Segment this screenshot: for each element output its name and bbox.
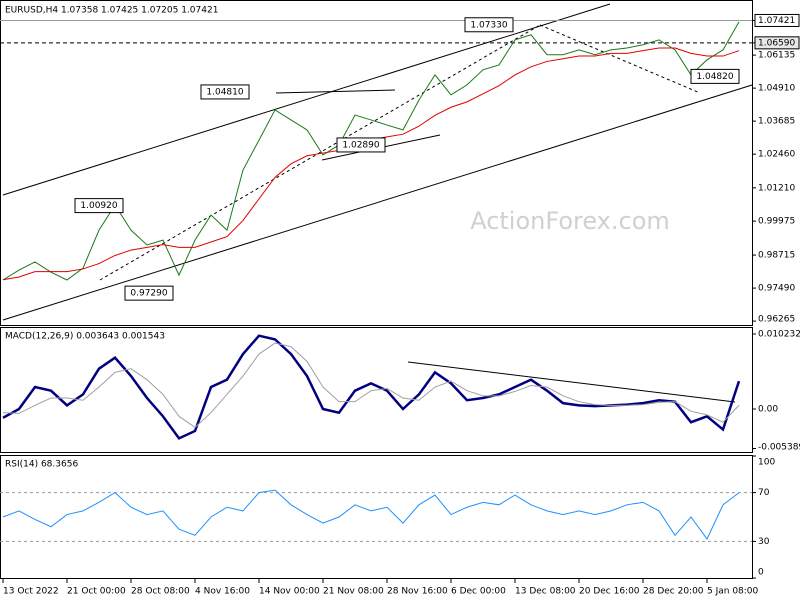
annotation-box (464, 17, 514, 33)
y-tick-label: 0.010232 (758, 330, 800, 340)
y-tick-label: 1.01210 (758, 183, 795, 193)
macd-title: MACD(12,26,9) 0.003643 0.001543 (5, 332, 165, 342)
x-tick-label: 13 Oct 2022 (3, 587, 59, 597)
annotation-box (690, 68, 740, 84)
annotation: 1.02890 (342, 140, 379, 150)
series-line (2, 489, 740, 540)
x-tick-label: 28 Nov 16:00 (387, 587, 448, 597)
macd-panel (0, 327, 753, 453)
y-tick-label: 1.06590 (758, 38, 795, 48)
y-tick-label: 30 (758, 537, 770, 547)
y-tick-label: 100 (758, 458, 775, 468)
channel-lower (2, 84, 753, 321)
x-tick-label: 21 Nov 08:00 (323, 587, 384, 597)
y-tick-label: 0.99975 (758, 217, 795, 227)
x-tick-label: 13 Dec 08:00 (515, 587, 576, 597)
y-tick-label: -0.005389 (758, 443, 800, 453)
trend-lines (2, 3, 753, 403)
channel-upper (2, 3, 611, 196)
y-tick-label: 1.06135 (758, 51, 795, 61)
y-tick-label: 70 (758, 488, 770, 498)
annotation: 1.04820 (696, 72, 733, 82)
y-tick-label: 0.97490 (758, 284, 795, 294)
annotation: 1.00920 (80, 201, 117, 211)
y-tick-label: 1.03685 (758, 117, 795, 127)
y-tick-label: 1.02460 (758, 150, 795, 160)
x-tick-label: 6 Dec 00:00 (451, 587, 506, 597)
watermark: ActionForex.com (470, 207, 670, 235)
price-panel (0, 0, 753, 326)
y-tick-label: 0.96265 (758, 315, 795, 325)
annotation: 1.07330 (470, 20, 507, 30)
x-tick-label: 14 Nov 00:00 (259, 587, 320, 597)
x-tick-label: 20 Dec 16:00 (579, 587, 640, 597)
y-tick-label: 1.04910 (758, 84, 795, 94)
series-line (2, 342, 740, 428)
annotation-box (200, 84, 250, 100)
panel-frames (0, 0, 753, 579)
x-tick-label: 28 Oct 08:00 (131, 587, 190, 597)
price-label-box (754, 36, 800, 50)
x-tick-label: 4 Nov 16:00 (195, 587, 250, 597)
annotation: 1.04810 (206, 87, 243, 97)
dashed-line (539, 24, 701, 94)
price-title: EURUSD,H4 1.07358 1.07425 1.07205 1.0742… (5, 6, 218, 16)
annotation: 0.97290 (130, 289, 167, 299)
y-tick-label: 1.07421 (758, 16, 795, 26)
series-line (2, 21, 740, 281)
x-tick-label: 28 Dec 20:00 (643, 587, 704, 597)
x-tick-label: 21 Oct 00:00 (67, 587, 126, 597)
resistance-line (275, 89, 396, 94)
rsi-title: RSI(14) 68.3656 (5, 460, 78, 470)
dashed-line (99, 24, 541, 281)
y-tick-label: 0.98715 (758, 251, 795, 261)
annotation-box (124, 285, 174, 301)
x-tick-label: 5 Jan 08:00 (707, 587, 759, 597)
y-tick-label: 0.00 (758, 405, 778, 415)
macd-trend-line (407, 361, 736, 403)
price-label-box (754, 13, 800, 27)
y-tick-label: 0 (758, 568, 764, 578)
annotation-box (336, 137, 386, 153)
annotation-box (74, 198, 124, 214)
rsi-panel (0, 455, 753, 579)
